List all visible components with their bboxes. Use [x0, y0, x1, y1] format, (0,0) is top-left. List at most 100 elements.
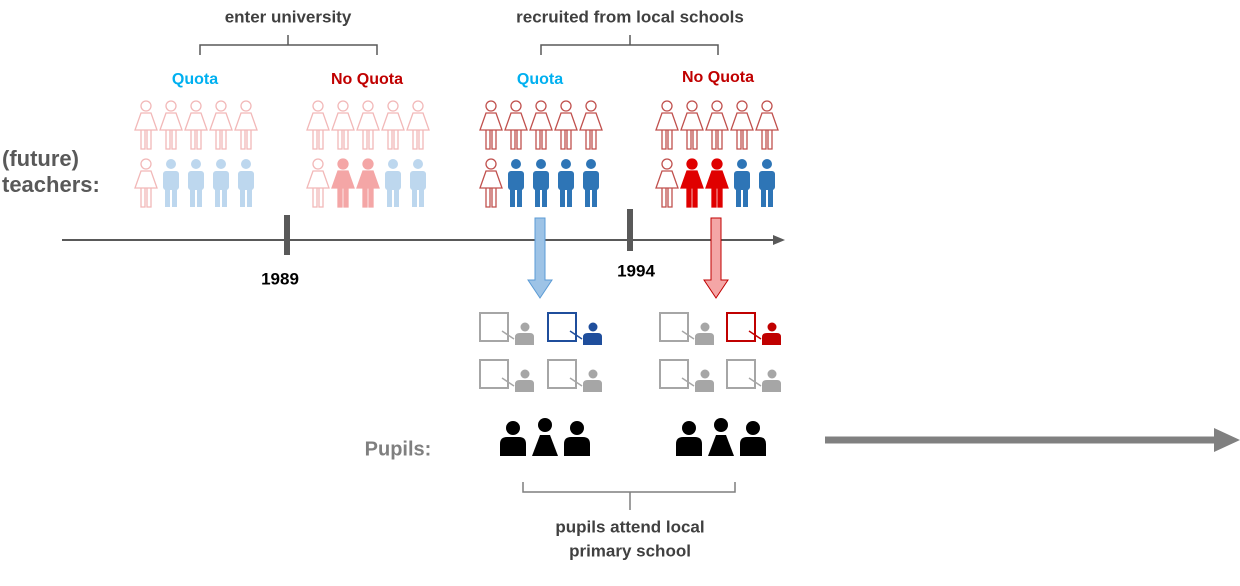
male-icon: [517, 188, 522, 207]
female-icon: [761, 100, 773, 112]
female-icon: [686, 100, 698, 112]
teacher-icon: [695, 380, 714, 392]
male-icon: [163, 171, 179, 190]
row-label: teachers:: [2, 172, 100, 197]
male-icon: [592, 188, 597, 207]
teacher-icon: [700, 369, 710, 379]
female-icon: [234, 112, 258, 150]
female-icon: [535, 100, 547, 112]
row-label: (future): [2, 146, 79, 171]
year-label: 1994: [617, 261, 655, 280]
female-icon: [159, 112, 183, 150]
pointer: [501, 330, 515, 340]
pointer: [748, 330, 762, 340]
female-icon: [529, 112, 553, 150]
female-icon: [730, 112, 754, 150]
female-icon: [504, 112, 528, 150]
male-icon: [419, 188, 424, 207]
female-icon: [705, 112, 729, 150]
female-icon: [312, 158, 324, 170]
female-icon: [240, 100, 252, 112]
female-icon: [134, 170, 158, 208]
male-icon: [213, 171, 229, 190]
male-icon: [216, 159, 226, 169]
female-icon: [387, 100, 399, 112]
female-icon: [661, 158, 673, 170]
male-icon: [241, 159, 251, 169]
group-label: No Quota: [331, 71, 403, 88]
teacher-icon: [520, 369, 530, 379]
pupils-label: Pupils:: [365, 438, 432, 460]
male-icon: [536, 159, 546, 169]
pupil-icon: [532, 435, 558, 456]
female-icon: [579, 112, 603, 150]
male-icon: [567, 188, 572, 207]
male-icon: [410, 171, 426, 190]
female-icon: [134, 112, 158, 150]
female-icon: [331, 112, 355, 150]
pointer: [569, 330, 583, 340]
group-label: Quota: [172, 71, 218, 88]
teacher-icon: [520, 322, 530, 332]
female-icon: [755, 112, 779, 150]
male-icon: [238, 171, 254, 190]
female-icon: [736, 100, 748, 112]
pointer: [681, 330, 695, 340]
male-icon: [510, 188, 515, 207]
bracket-label: enter university: [225, 7, 352, 26]
pupil-icon: [676, 437, 702, 456]
teacher-icon: [515, 333, 534, 345]
female-icon: [331, 170, 355, 208]
female-icon: [306, 112, 330, 150]
female-icon: [554, 112, 578, 150]
male-icon: [190, 188, 195, 207]
pupil-icon: [708, 435, 734, 456]
female-icon: [686, 158, 698, 170]
bracket: [522, 482, 736, 510]
female-icon: [711, 100, 723, 112]
male-icon: [737, 159, 747, 169]
male-icon: [394, 188, 399, 207]
teacher-icon: [767, 322, 777, 332]
pointer: [748, 377, 762, 387]
male-icon: [240, 188, 245, 207]
female-icon: [680, 170, 704, 208]
teacher-icon: [700, 322, 710, 332]
female-icon: [655, 170, 679, 208]
male-icon: [535, 188, 540, 207]
male-icon: [412, 188, 417, 207]
female-icon: [485, 100, 497, 112]
teacher-icon: [762, 333, 781, 345]
female-icon: [381, 112, 405, 150]
male-icon: [585, 188, 590, 207]
timeline-tick: [627, 209, 633, 251]
female-icon: [312, 100, 324, 112]
bracket: [199, 35, 378, 55]
female-icon: [406, 112, 430, 150]
female-icon: [585, 100, 597, 112]
bracket: [540, 35, 719, 55]
male-icon: [736, 188, 741, 207]
pupil-icon: [500, 437, 526, 456]
male-icon: [222, 188, 227, 207]
male-icon: [542, 188, 547, 207]
group-label: Quota: [517, 71, 563, 88]
female-icon: [184, 112, 208, 150]
male-icon: [583, 171, 599, 190]
female-icon: [306, 170, 330, 208]
male-icon: [511, 159, 521, 169]
board-icon: [659, 359, 689, 389]
teacher-icon: [588, 369, 598, 379]
female-icon: [337, 100, 349, 112]
board-icon: [726, 312, 756, 342]
male-icon: [743, 188, 748, 207]
female-icon: [560, 100, 572, 112]
pointer: [501, 377, 515, 387]
male-icon: [387, 188, 392, 207]
teacher-icon: [767, 369, 777, 379]
male-icon: [188, 171, 204, 190]
board-icon: [726, 359, 756, 389]
female-icon: [215, 100, 227, 112]
male-icon: [561, 159, 571, 169]
male-icon: [388, 159, 398, 169]
